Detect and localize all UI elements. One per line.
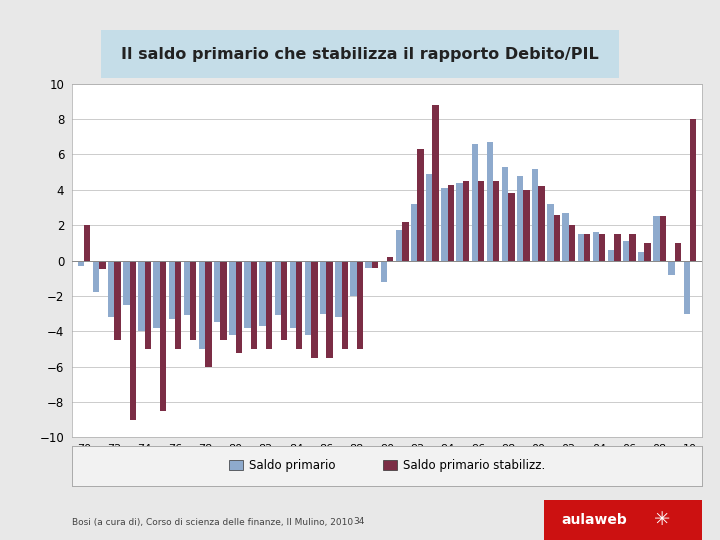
Bar [411,204,418,260]
Bar [584,234,590,260]
Bar [487,142,493,260]
Text: ✳: ✳ [654,510,670,529]
Text: aulaweb: aulaweb [562,513,627,526]
Bar [532,168,539,260]
Bar [608,250,614,260]
Bar [426,174,433,260]
Bar [418,149,423,260]
Bar [629,234,636,260]
Bar [638,252,644,260]
Bar [356,260,363,349]
Bar [274,260,281,315]
Bar [660,217,666,260]
Bar [199,260,205,349]
Bar [168,260,175,319]
Legend: Saldo primario, Saldo primario stabilizz.: Saldo primario, Saldo primario stabilizz… [224,455,550,477]
Bar [235,260,242,353]
Bar [311,260,318,358]
Bar [644,243,651,260]
Bar [251,260,257,349]
Bar [472,144,478,260]
Bar [93,260,99,292]
Bar [668,260,675,275]
Text: 34: 34 [353,517,364,526]
Bar [463,181,469,260]
Bar [493,181,500,260]
Bar [305,260,311,335]
Bar [593,232,599,260]
Bar [341,260,348,349]
Bar [675,243,681,260]
Bar [433,105,438,260]
Bar [123,260,130,305]
Bar [296,260,302,349]
Bar [153,260,160,328]
Bar [396,231,402,260]
Bar [683,260,690,314]
Bar [78,260,84,266]
Bar [690,119,696,260]
Bar [653,217,660,260]
Text: Bosi (a cura di), Corso di scienza delle finanze, Il Mulino, 2010: Bosi (a cura di), Corso di scienza delle… [72,517,353,526]
Bar [577,234,584,260]
Bar [372,260,378,268]
Bar [366,260,372,268]
Bar [623,241,629,260]
Bar [229,260,235,335]
Bar [289,260,296,328]
Bar [554,214,560,260]
Bar [259,260,266,326]
Bar [441,188,448,260]
Bar [175,260,181,349]
Bar [599,234,606,260]
Bar [281,260,287,340]
Bar [351,260,356,296]
Bar [569,225,575,260]
Bar [114,260,121,340]
Bar [614,234,621,260]
Bar [517,176,523,260]
Bar [502,167,508,260]
Bar [130,260,136,420]
Bar [381,260,387,282]
Bar [266,260,272,349]
Bar [562,213,569,260]
Bar [145,260,151,349]
Bar [205,260,212,367]
Bar [84,225,91,260]
Bar [214,260,220,322]
Bar [108,260,114,317]
Bar [160,260,166,411]
Bar [326,260,333,358]
Bar [184,260,190,315]
Bar [508,193,515,260]
Bar [547,204,554,260]
Bar [402,221,408,260]
Bar [190,260,197,340]
Bar [244,260,251,328]
Bar [478,181,485,260]
Bar [448,185,454,260]
Bar [99,260,106,269]
Bar [387,257,393,260]
Bar [523,190,530,260]
Bar [456,183,463,260]
Bar [220,260,227,340]
Text: Il saldo primario che stabilizza il rapporto Debito/PIL: Il saldo primario che stabilizza il rapp… [121,46,599,62]
Bar [539,186,545,260]
Bar [336,260,341,317]
Bar [138,260,145,331]
Bar [320,260,326,314]
